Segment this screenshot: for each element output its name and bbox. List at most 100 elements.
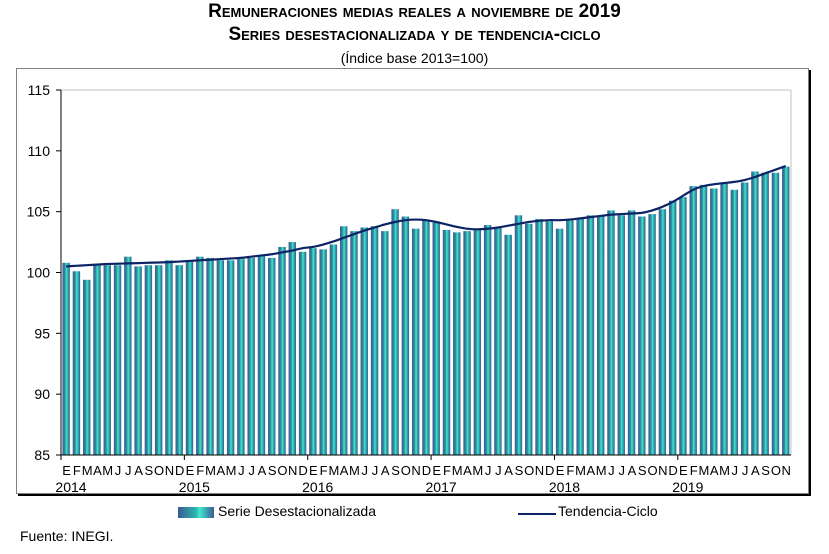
x-month-label: O [401,463,411,478]
x-month-label: S [268,463,277,478]
chart-frame [16,68,809,494]
legend-bar-label: Serie Desestacionalizada [218,503,376,519]
x-month-label: N [165,463,174,478]
bar [771,172,780,456]
source-note: Fuente: INEGI. [20,528,114,544]
bar [483,225,492,455]
x-month-label: J [125,463,131,478]
x-month-label: N [288,463,297,478]
bar [422,220,430,455]
bar [185,261,194,455]
bar [288,242,296,455]
x-month-label: M [82,463,92,478]
bar [504,234,512,455]
bar [237,259,245,455]
x-month-label: E [309,463,318,478]
x-month-label: J [115,463,121,478]
x-month-label: A [710,463,719,478]
bar [93,263,101,455]
bar [62,262,70,455]
x-month-label: A [587,463,596,478]
x-month-label: E [679,463,688,478]
x-month-label: J [485,463,491,478]
bar [268,257,276,455]
x-month-label: A [504,463,513,478]
bar [453,232,461,455]
x-month-label: F [443,463,451,478]
chart-title: Remuneraciones medias reales a noviembre… [208,1,621,22]
x-year-label: 2018 [549,479,580,495]
bar-series [62,166,790,456]
bar [525,223,533,455]
bar [350,231,358,455]
bar [473,229,482,455]
bar [679,197,687,455]
x-month-label: M [575,463,585,478]
bar [555,228,564,455]
x-month-label: J [608,463,614,478]
x-month-label: O [277,463,287,478]
bar [257,255,266,455]
bar [586,215,595,455]
x-month-label: M [719,463,729,478]
bar [391,209,399,455]
bar [648,214,656,455]
bar [329,244,338,455]
bar [710,188,718,456]
x-month-label: A [751,463,760,478]
x-month-label: A [340,463,349,478]
bar [689,186,697,455]
x-month-label: M [328,463,338,478]
bar [545,221,553,455]
y-tick-label: 100 [27,265,51,281]
x-month-label: J [732,463,738,478]
y-tick-label: 95 [34,325,50,341]
x-month-label: S [144,463,153,478]
plot-area [61,89,792,455]
x-month-label: N [411,463,420,478]
bar [216,260,225,455]
bar [494,227,502,455]
x-month-label: E [186,463,195,478]
x-month-label: N [658,463,667,478]
bar [597,215,605,455]
bar [607,210,615,455]
x-month-label: N [535,463,544,478]
x-month-label: D [422,463,431,478]
bar [72,271,81,455]
y-tick-label: 85 [34,447,50,463]
bar [113,265,122,455]
legend: Serie Desestacionalizada Tendencia-Ciclo [0,503,829,523]
bar [83,279,91,455]
x-year-label: 2019 [672,479,703,495]
legend-bar-swatch [178,507,214,518]
bar [196,256,204,455]
x-month-label: M [472,463,482,478]
x-year-label: 2016 [302,479,333,495]
bar [278,246,286,455]
x-month-label: O [524,463,534,478]
x-month-label: D [298,463,307,478]
x-month-label: S [638,463,647,478]
bar [720,183,728,455]
bar [401,216,410,455]
y-axis-ticks: 115 110 105 100 95 90 85 [27,82,61,463]
x-year-label: 2017 [426,479,457,495]
bar [576,217,584,455]
bar [463,231,471,455]
x-month-label: M [452,463,462,478]
x-month-label: M [349,463,359,478]
x-month-label: S [391,463,400,478]
bar [206,257,214,455]
x-month-label: S [515,463,524,478]
x-year-label: 2014 [55,479,86,495]
bar [761,172,769,456]
x-month-label: F [690,463,698,478]
bar [627,210,636,455]
bar [165,260,173,455]
x-month-label: M [596,463,606,478]
x-month-label: O [154,463,164,478]
bar [442,229,451,455]
